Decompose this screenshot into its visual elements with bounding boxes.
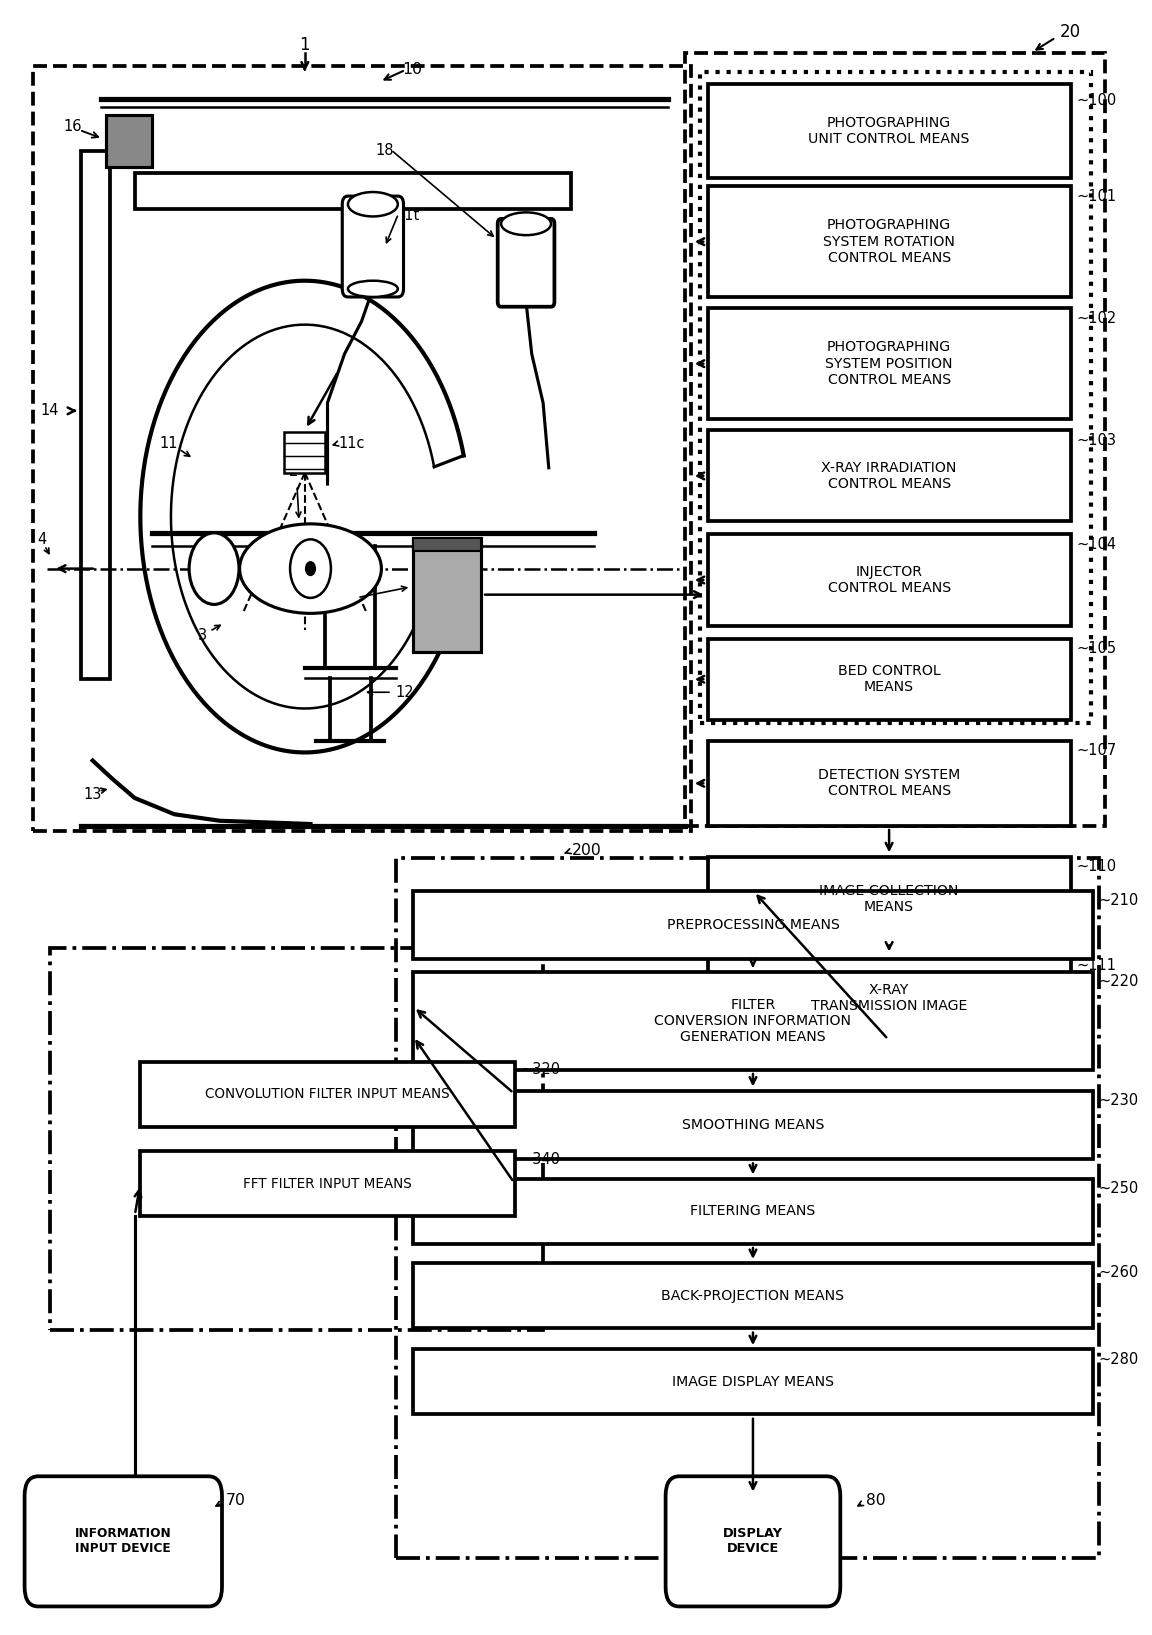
Bar (707, 956, 1070, 1040)
Circle shape (306, 562, 314, 576)
Bar (32, 65, 690, 831)
Bar (707, 535, 1070, 626)
Text: SMOOTHING MEANS: SMOOTHING MEANS (682, 1118, 824, 1131)
Ellipse shape (501, 213, 551, 235)
Ellipse shape (240, 523, 381, 613)
Text: ~103: ~103 (1076, 433, 1116, 448)
Text: INJECTOR
CONTROL MEANS: INJECTOR CONTROL MEANS (827, 566, 950, 595)
Text: ~230: ~230 (1099, 1094, 1139, 1109)
Bar (707, 309, 1070, 419)
Text: 11t: 11t (395, 208, 419, 222)
Text: ~111: ~111 (1076, 958, 1116, 973)
Text: ~101: ~101 (1076, 188, 1116, 204)
Bar (412, 1179, 1093, 1244)
Text: 16: 16 (63, 119, 82, 134)
FancyBboxPatch shape (498, 219, 554, 307)
Text: 20: 20 (1060, 23, 1081, 41)
Text: ~107: ~107 (1076, 744, 1116, 759)
Bar (707, 83, 1070, 178)
Text: ~100: ~100 (1076, 93, 1116, 108)
Text: 11c: 11c (339, 437, 365, 451)
FancyBboxPatch shape (342, 196, 403, 298)
Text: ~320: ~320 (521, 1063, 561, 1077)
Bar (412, 973, 1093, 1069)
Text: 2: 2 (289, 463, 298, 479)
Text: ~260: ~260 (1099, 1265, 1139, 1280)
Text: 4: 4 (37, 531, 46, 546)
Circle shape (189, 533, 238, 605)
FancyBboxPatch shape (24, 1476, 222, 1607)
Text: 10: 10 (402, 62, 423, 77)
Text: DISPLAY
DEVICE: DISPLAY DEVICE (723, 1527, 783, 1555)
Bar (412, 538, 480, 652)
Bar (82, 150, 109, 679)
FancyBboxPatch shape (666, 1476, 840, 1607)
Text: 1: 1 (300, 36, 310, 54)
Bar (412, 1349, 1093, 1414)
Bar (707, 430, 1070, 522)
Text: FILTERING MEANS: FILTERING MEANS (690, 1203, 816, 1218)
Text: IMAGE COLLECTION
MEANS: IMAGE COLLECTION MEANS (819, 885, 958, 914)
Text: DETECTION SYSTEM
CONTROL MEANS: DETECTION SYSTEM CONTROL MEANS (818, 768, 961, 798)
Bar (412, 1091, 1093, 1159)
Text: 70: 70 (226, 1493, 245, 1507)
Bar (285, 432, 325, 473)
Bar (141, 1061, 515, 1127)
Text: ~210: ~210 (1099, 893, 1139, 907)
Bar (106, 114, 152, 167)
Text: ~220: ~220 (1099, 974, 1139, 989)
Text: ~250: ~250 (1099, 1180, 1139, 1195)
Ellipse shape (348, 191, 397, 216)
Text: 3: 3 (198, 628, 207, 643)
Bar (685, 52, 1105, 826)
Text: PHOTOGRAPHING
SYSTEM ROTATION
CONTROL MEANS: PHOTOGRAPHING SYSTEM ROTATION CONTROL ME… (824, 219, 955, 265)
Bar (707, 741, 1070, 826)
Bar (699, 72, 1091, 723)
Text: X-RAY IRRADIATION
CONTROL MEANS: X-RAY IRRADIATION CONTROL MEANS (821, 461, 957, 490)
Bar (707, 186, 1070, 298)
Text: 14: 14 (40, 404, 59, 419)
Text: BED CONTROL
MEANS: BED CONTROL MEANS (838, 664, 940, 695)
Bar (412, 891, 1093, 960)
Text: INFORMATION
INPUT DEVICE: INFORMATION INPUT DEVICE (75, 1527, 172, 1555)
Text: FFT FILTER INPUT MEANS: FFT FILTER INPUT MEANS (243, 1177, 412, 1190)
Text: 11: 11 (159, 437, 177, 451)
Text: FILTER
CONVERSION INFORMATION
GENERATION MEANS: FILTER CONVERSION INFORMATION GENERATION… (654, 997, 851, 1045)
Bar (135, 173, 571, 209)
Text: X-RAY
TRANSMISSION IMAGE: X-RAY TRANSMISSION IMAGE (811, 983, 968, 1014)
Text: ~280: ~280 (1099, 1352, 1139, 1367)
Text: 18: 18 (376, 144, 394, 159)
Bar (412, 1264, 1093, 1328)
Text: BACK-PROJECTION MEANS: BACK-PROJECTION MEANS (661, 1288, 844, 1303)
Bar (141, 1151, 515, 1216)
Text: PHOTOGRAPHING
SYSTEM POSITION
CONTROL MEANS: PHOTOGRAPHING SYSTEM POSITION CONTROL ME… (825, 340, 953, 387)
Text: 80: 80 (866, 1493, 886, 1507)
Circle shape (290, 540, 331, 598)
Ellipse shape (348, 281, 397, 298)
Bar (707, 639, 1070, 719)
Text: IMAGE DISPLAY MEANS: IMAGE DISPLAY MEANS (672, 1375, 834, 1390)
Text: ~104: ~104 (1076, 536, 1116, 551)
Text: PHOTOGRAPHING
UNIT CONTROL MEANS: PHOTOGRAPHING UNIT CONTROL MEANS (809, 116, 970, 146)
Text: 15: 15 (226, 180, 244, 196)
Text: ~102: ~102 (1076, 311, 1116, 325)
Text: ~105: ~105 (1076, 641, 1116, 656)
Bar (395, 858, 1099, 1558)
Text: ~340: ~340 (521, 1151, 560, 1167)
Bar (707, 857, 1070, 942)
Bar (412, 538, 480, 551)
Text: PREPROCESSING MEANS: PREPROCESSING MEANS (667, 917, 840, 932)
Text: ~110: ~110 (1076, 858, 1116, 873)
Text: 17: 17 (329, 590, 348, 605)
Bar (50, 948, 543, 1329)
Text: 200: 200 (571, 842, 601, 857)
Text: 12: 12 (395, 685, 415, 700)
Text: 13: 13 (83, 786, 101, 803)
Text: CONVOLUTION FILTER INPUT MEANS: CONVOLUTION FILTER INPUT MEANS (205, 1087, 449, 1100)
